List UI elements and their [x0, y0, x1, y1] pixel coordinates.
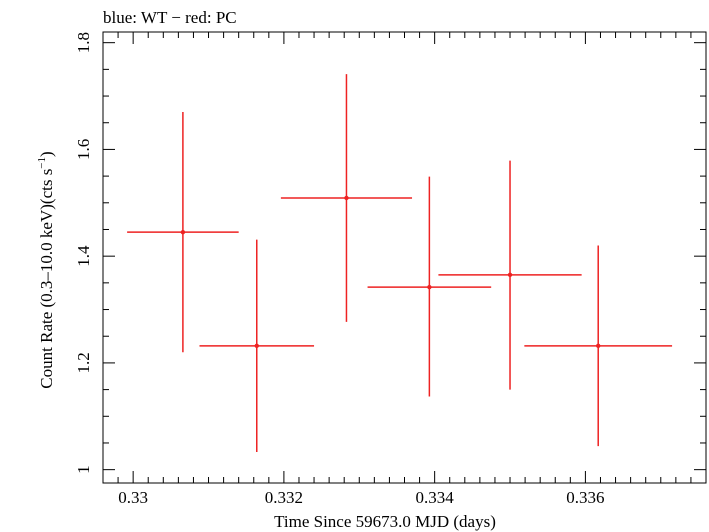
- x-tick-label: 0.334: [416, 488, 455, 507]
- y-axis-label-close: ): [37, 151, 56, 157]
- y-tick-label: 1.6: [74, 139, 93, 160]
- plot-frame: [102, 31, 707, 484]
- x-axis-label: Time Since 59673.0 MJD (days): [274, 512, 496, 531]
- x-tick-label: 0.336: [566, 488, 604, 507]
- y-axis-label-main: Count Rate (0.3–10.0 keV)(cts s: [37, 169, 56, 389]
- data-point: [127, 112, 239, 353]
- y-axis-label: Count Rate (0.3–10.0 keV)(cts s−1): [36, 151, 56, 388]
- y-axis-label-superscript: −1: [36, 157, 48, 169]
- data-marker: [344, 195, 349, 201]
- data-marker: [507, 272, 513, 278]
- x-tick-label: 0.332: [265, 488, 303, 507]
- x-tick-label: 0.33: [118, 488, 148, 507]
- data-series: [127, 74, 673, 453]
- data-point: [367, 176, 492, 397]
- y-tick-label: 1.4: [74, 245, 93, 267]
- data-point: [280, 74, 413, 322]
- data-marker: [180, 229, 186, 235]
- y-axis-ticks: [103, 42, 706, 471]
- y-tick-label: 1: [74, 465, 93, 474]
- x-axis-ticks: [102, 32, 707, 483]
- data-point: [524, 245, 673, 447]
- data-marker: [427, 284, 432, 290]
- data-point: [438, 160, 582, 390]
- y-axis-tick-labels: 1 1.2 1.4 1.6 1.8: [74, 32, 93, 474]
- chart-title: blue: WT − red: PC: [103, 8, 237, 27]
- data-marker: [254, 343, 259, 349]
- y-tick-label: 1.8: [74, 32, 93, 53]
- y-tick-label: 1.2: [74, 352, 93, 373]
- x-axis-tick-labels: 0.33 0.332 0.334 0.336: [118, 488, 604, 507]
- data-point: [199, 239, 315, 453]
- data-marker: [596, 343, 601, 349]
